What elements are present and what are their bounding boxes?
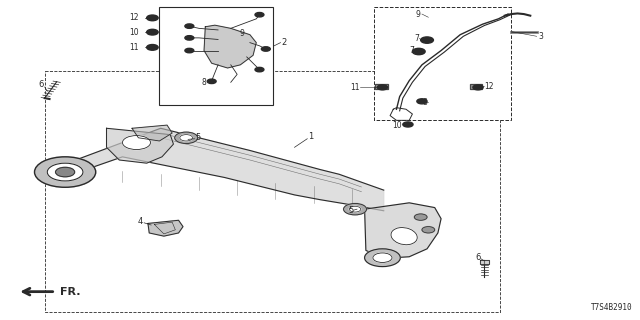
Text: 6: 6 [38, 80, 44, 89]
Text: 1: 1 [308, 132, 313, 141]
Circle shape [122, 136, 150, 149]
Circle shape [185, 24, 194, 28]
Circle shape [420, 37, 433, 43]
Text: 4: 4 [138, 217, 143, 226]
Polygon shape [148, 220, 183, 236]
Bar [470, 84, 483, 89]
Text: 8: 8 [202, 78, 207, 87]
Circle shape [378, 85, 388, 90]
Bar [470, 84, 483, 89]
Text: 9: 9 [416, 10, 420, 19]
Text: 8: 8 [422, 98, 427, 107]
Text: 10: 10 [129, 28, 139, 37]
Circle shape [147, 15, 158, 21]
Text: 3: 3 [539, 32, 543, 41]
Circle shape [403, 122, 413, 127]
Text: T7S4B2910: T7S4B2910 [591, 303, 632, 312]
Polygon shape [106, 128, 173, 163]
Circle shape [175, 132, 198, 143]
Polygon shape [59, 128, 384, 211]
Text: 5: 5 [195, 133, 200, 142]
Bar [375, 84, 388, 89]
Polygon shape [132, 125, 172, 141]
Polygon shape [365, 203, 441, 258]
Circle shape [180, 135, 193, 141]
Circle shape [47, 163, 83, 181]
Circle shape [417, 99, 427, 104]
Text: 7: 7 [414, 34, 419, 43]
Text: 11: 11 [129, 43, 139, 52]
Circle shape [255, 68, 264, 72]
Circle shape [185, 48, 194, 53]
Circle shape [148, 45, 156, 49]
Circle shape [373, 253, 392, 262]
Circle shape [35, 157, 96, 187]
Circle shape [255, 12, 264, 17]
Circle shape [344, 204, 367, 215]
Bar [45, 71, 500, 312]
Circle shape [422, 227, 435, 233]
Text: 10: 10 [392, 121, 401, 130]
Circle shape [473, 85, 483, 90]
Bar [375, 84, 388, 89]
Circle shape [414, 214, 427, 220]
Polygon shape [480, 260, 489, 264]
Ellipse shape [391, 228, 417, 245]
Bar [159, 7, 273, 105]
Circle shape [261, 47, 270, 51]
Circle shape [148, 16, 156, 20]
Text: FR.: FR. [60, 287, 81, 297]
Text: 7: 7 [410, 46, 414, 55]
Text: 5: 5 [348, 206, 353, 215]
Text: 9: 9 [240, 28, 244, 38]
Bar [374, 7, 511, 120]
Circle shape [148, 30, 156, 34]
Circle shape [365, 249, 400, 267]
Circle shape [147, 29, 158, 35]
Circle shape [349, 206, 361, 212]
Text: 6: 6 [476, 253, 481, 262]
Text: 11: 11 [351, 83, 360, 92]
Text: 12: 12 [129, 13, 139, 22]
Circle shape [412, 48, 425, 55]
Circle shape [207, 79, 216, 84]
Circle shape [185, 36, 194, 40]
Circle shape [56, 167, 75, 177]
Text: 2: 2 [282, 38, 287, 47]
Polygon shape [204, 25, 256, 68]
Circle shape [147, 44, 158, 50]
Text: 12: 12 [484, 82, 494, 91]
